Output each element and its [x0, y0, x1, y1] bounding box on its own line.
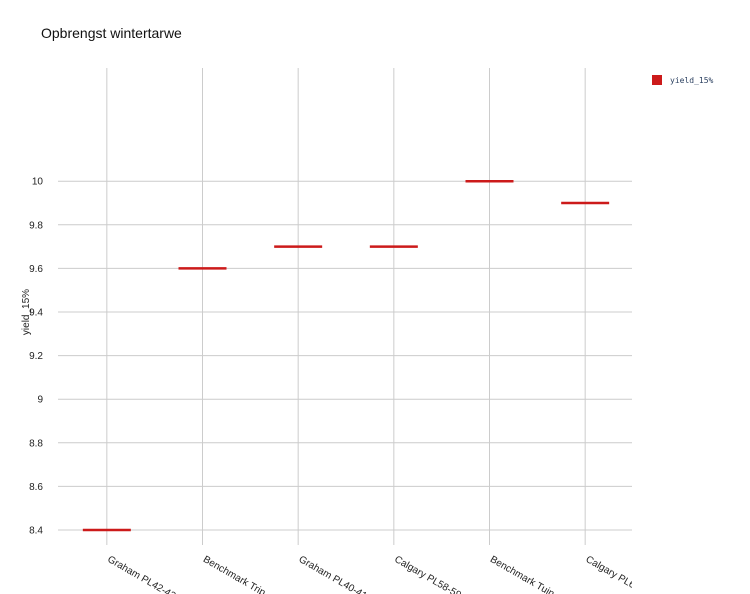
x-tick-label: Calgary PL60 NZ — [584, 554, 656, 594]
x-tick-label: Calgary PL58-59 — [392, 554, 463, 594]
x-gridlines — [106, 68, 586, 545]
x-tick-label: Benchmark Trip — [201, 554, 268, 594]
legend-label: yield_15% — [670, 76, 714, 85]
y-tick-label: 9 — [37, 395, 43, 406]
x-tick-label: Benchmark Tuin — [488, 554, 556, 594]
y-tick-label: 9.2 — [29, 351, 43, 362]
data-marks — [82, 179, 610, 532]
y-tick-labels: 8.4 8.6 8.8 9 9.2 9.4 9.6 9.8 10 — [29, 177, 43, 537]
y-tick-label: 8.6 — [29, 482, 43, 493]
y-tick-label: 8.4 — [29, 526, 43, 537]
chart-title: Opbrengst wintertarwe — [41, 25, 182, 41]
y-tick-label: 9.4 — [29, 308, 43, 319]
legend-swatch — [652, 75, 662, 85]
legend[interactable]: yield_15% — [652, 75, 714, 85]
y-tick-label: 9.8 — [29, 220, 43, 231]
y-tick-label: 10 — [32, 177, 44, 188]
x-tick-label: Graham PL42-43 — [105, 554, 177, 594]
y-axis-label: yield_15% — [21, 289, 32, 335]
y-tick-label: 9.6 — [29, 264, 43, 275]
x-tick-labels: Graham PL42-43 Benchmark Trip Graham PL40-… — [105, 554, 656, 594]
y-tick-label: 8.8 — [29, 438, 43, 449]
x-tick-label: Graham PL40-41 — [297, 554, 369, 594]
y-gridlines — [58, 180, 632, 531]
